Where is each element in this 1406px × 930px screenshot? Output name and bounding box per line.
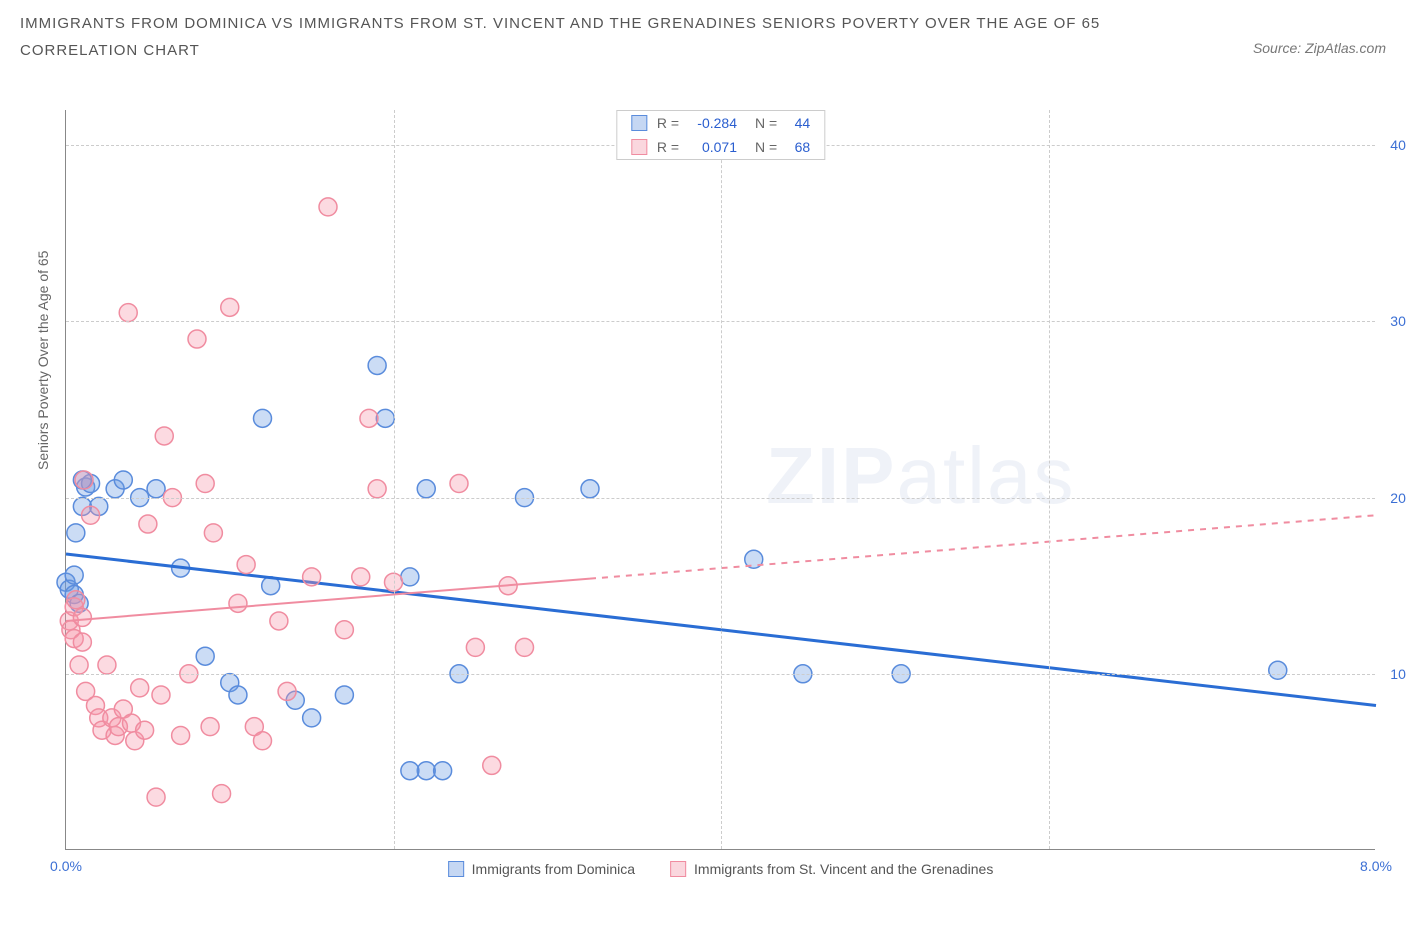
scatter-point (352, 568, 370, 586)
chart-area: R = -0.284 N = 44 R = 0.071 N = 68 ZIPat… (65, 110, 1375, 850)
scatter-point (119, 304, 137, 322)
n-value: 68 (785, 139, 810, 155)
scatter-point (213, 785, 231, 803)
scatter-point (147, 788, 165, 806)
scatter-point (136, 721, 154, 739)
x-tick-label: 8.0% (1360, 858, 1392, 874)
r-label: R = (657, 115, 679, 131)
scatter-point (303, 568, 321, 586)
legend-label: Immigrants from St. Vincent and the Gren… (694, 861, 993, 877)
scatter-point (303, 709, 321, 727)
swatch-icon (670, 861, 686, 877)
scatter-point (229, 686, 247, 704)
scatter-point (65, 566, 83, 584)
scatter-point (376, 409, 394, 427)
y-tick-label: 20.0% (1380, 490, 1406, 506)
scatter-point (516, 638, 534, 656)
gridline-v (1049, 110, 1050, 849)
legend-item-dominica: Immigrants from Dominica (448, 861, 635, 877)
scatter-point (417, 480, 435, 498)
scatter-point (450, 475, 468, 493)
x-tick-label: 0.0% (50, 858, 82, 874)
scatter-point (114, 471, 132, 489)
header: IMMIGRANTS FROM DOMINICA VS IMMIGRANTS F… (0, 0, 1406, 69)
scatter-point (204, 524, 222, 542)
scatter-point (221, 298, 239, 316)
bottom-legend: Immigrants from Dominica Immigrants from… (448, 861, 994, 877)
trend-line-dashed (590, 515, 1376, 578)
scatter-point (401, 568, 419, 586)
n-label: N = (755, 115, 777, 131)
y-tick-label: 10.0% (1380, 666, 1406, 682)
scatter-point (172, 726, 190, 744)
y-tick-label: 40.0% (1380, 137, 1406, 153)
swatch-icon (448, 861, 464, 877)
y-axis-label: Seniors Poverty Over the Age of 65 (35, 251, 51, 470)
scatter-point (201, 718, 219, 736)
scatter-point (368, 356, 386, 374)
scatter-point (73, 633, 91, 651)
scatter-point (196, 647, 214, 665)
scatter-point (368, 480, 386, 498)
scatter-point (70, 656, 88, 674)
scatter-point (270, 612, 288, 630)
scatter-point (335, 621, 353, 639)
scatter-point (139, 515, 157, 533)
scatter-point (152, 686, 170, 704)
scatter-point (188, 330, 206, 348)
gridline-v (394, 110, 395, 849)
scatter-point (434, 762, 452, 780)
scatter-point (131, 679, 149, 697)
scatter-point (229, 594, 247, 612)
stats-legend: R = -0.284 N = 44 R = 0.071 N = 68 (616, 110, 825, 160)
stats-row-dominica: R = -0.284 N = 44 (617, 111, 824, 135)
scatter-point (1269, 661, 1287, 679)
scatter-point (237, 556, 255, 574)
swatch-icon (631, 139, 647, 155)
scatter-point (254, 732, 272, 750)
y-tick-label: 30.0% (1380, 313, 1406, 329)
chart-title: IMMIGRANTS FROM DOMINICA VS IMMIGRANTS F… (20, 10, 1120, 64)
scatter-point (319, 198, 337, 216)
scatter-point (75, 471, 93, 489)
swatch-icon (631, 115, 647, 131)
legend-label: Immigrants from Dominica (472, 861, 635, 877)
scatter-point (417, 762, 435, 780)
stats-row-stvincent: R = 0.071 N = 68 (617, 135, 824, 159)
scatter-point (483, 756, 501, 774)
scatter-point (147, 480, 165, 498)
r-value: 0.071 (687, 139, 737, 155)
scatter-point (196, 475, 214, 493)
source-credit: Source: ZipAtlas.com (1253, 40, 1386, 56)
scatter-point (73, 608, 91, 626)
scatter-point (581, 480, 599, 498)
scatter-point (254, 409, 272, 427)
scatter-point (401, 762, 419, 780)
gridline-v (721, 110, 722, 849)
scatter-point (98, 656, 116, 674)
n-value: 44 (785, 115, 810, 131)
r-value: -0.284 (687, 115, 737, 131)
scatter-point (360, 409, 378, 427)
scatter-point (82, 506, 100, 524)
scatter-point (335, 686, 353, 704)
scatter-point (155, 427, 173, 445)
scatter-point (67, 524, 85, 542)
r-label: R = (657, 139, 679, 155)
scatter-point (67, 591, 85, 609)
scatter-point (466, 638, 484, 656)
scatter-point (278, 682, 296, 700)
legend-item-stvincent: Immigrants from St. Vincent and the Gren… (670, 861, 993, 877)
n-label: N = (755, 139, 777, 155)
